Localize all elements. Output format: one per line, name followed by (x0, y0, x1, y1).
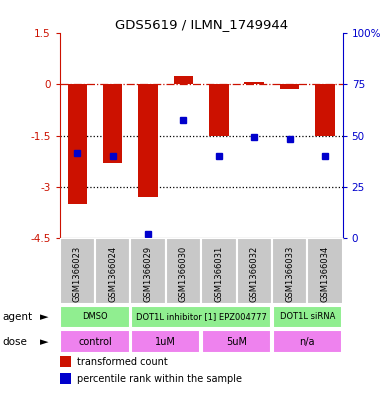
Bar (315, 84, 335, 136)
Bar (131, 331, 201, 353)
Text: GSM1366031: GSM1366031 (214, 246, 223, 302)
Bar (131, 306, 271, 328)
Bar (201, 239, 236, 304)
Bar (244, 82, 264, 84)
Bar (103, 84, 122, 163)
Bar (209, 84, 229, 136)
Bar (273, 331, 342, 353)
Bar (166, 239, 201, 304)
Text: ►: ► (40, 312, 49, 322)
Text: GSM1366034: GSM1366034 (320, 246, 330, 302)
Bar (60, 306, 130, 328)
Bar (236, 239, 272, 304)
Text: DOT1L inhibitor [1] EPZ004777: DOT1L inhibitor [1] EPZ004777 (136, 312, 266, 321)
Bar (60, 331, 130, 353)
Text: n/a: n/a (300, 337, 315, 347)
Text: transformed count: transformed count (77, 357, 168, 367)
Text: 5uM: 5uM (226, 337, 247, 347)
Text: GSM1366023: GSM1366023 (73, 246, 82, 302)
Bar (60, 239, 95, 304)
Text: GSM1366024: GSM1366024 (108, 246, 117, 302)
Text: dose: dose (2, 337, 27, 347)
Bar (174, 76, 193, 84)
Title: GDS5619 / ILMN_1749944: GDS5619 / ILMN_1749944 (115, 18, 288, 31)
Text: GSM1366029: GSM1366029 (144, 246, 152, 302)
Bar (68, 84, 87, 204)
Text: agent: agent (2, 312, 32, 322)
Text: GSM1366032: GSM1366032 (250, 246, 259, 302)
Bar (131, 239, 166, 304)
Bar (138, 84, 158, 197)
Bar (272, 239, 307, 304)
Text: GSM1366033: GSM1366033 (285, 246, 294, 302)
Text: 1uM: 1uM (156, 337, 176, 347)
Text: control: control (78, 337, 112, 347)
Text: GSM1366030: GSM1366030 (179, 246, 188, 302)
Bar (280, 84, 299, 88)
Text: ►: ► (40, 337, 49, 347)
Bar (202, 331, 271, 353)
Bar (95, 239, 131, 304)
Bar (307, 239, 343, 304)
Text: percentile rank within the sample: percentile rank within the sample (77, 374, 242, 384)
Bar (273, 306, 342, 328)
Text: DMSO: DMSO (82, 312, 108, 321)
Text: DOT1L siRNA: DOT1L siRNA (280, 312, 335, 321)
